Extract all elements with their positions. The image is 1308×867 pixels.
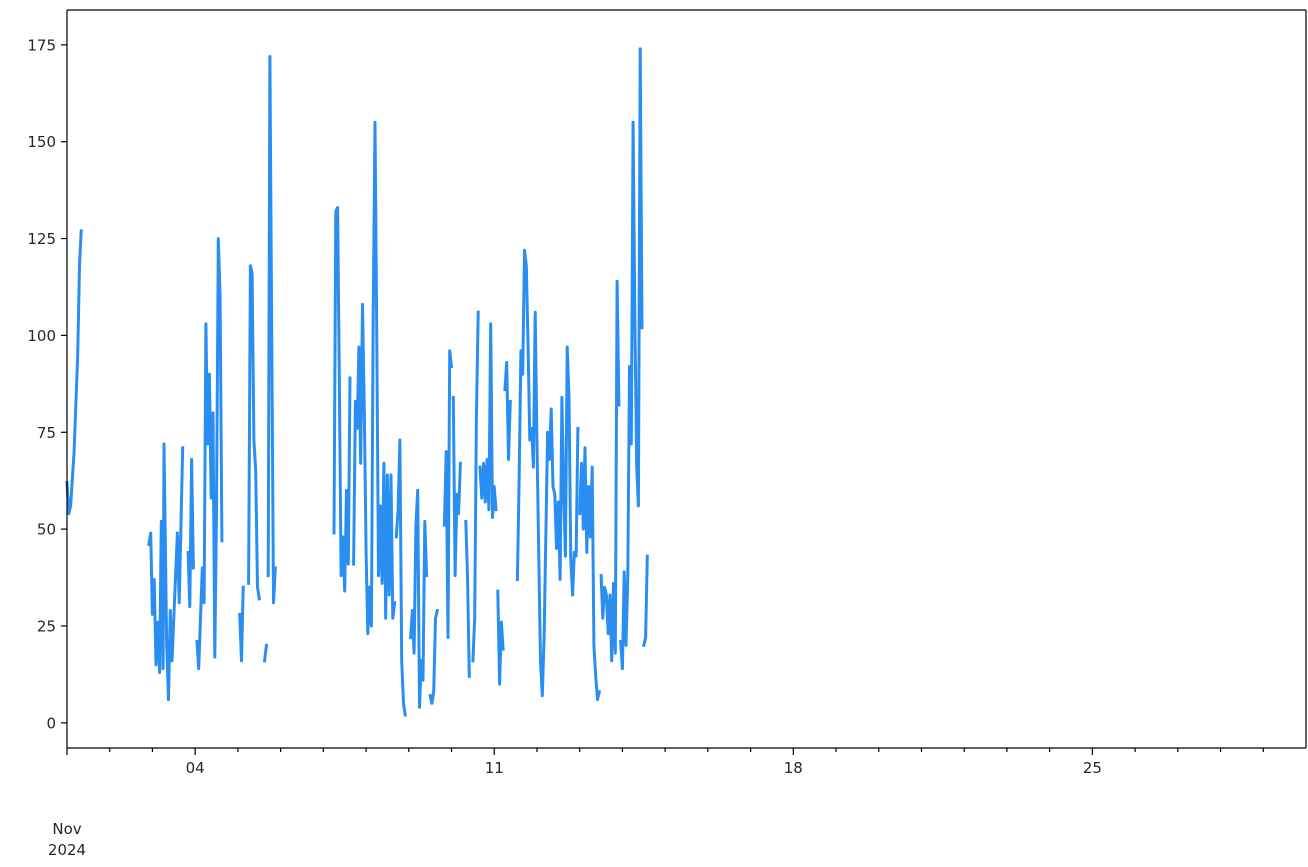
series-0-segment-12	[428, 608, 440, 705]
series-0-segment-1	[147, 442, 185, 702]
series-0-segment-7	[266, 55, 277, 605]
y-tick-label-50: 50	[37, 521, 56, 539]
x-offset-year: 2024	[48, 841, 86, 859]
series-0-segment-8	[332, 206, 352, 593]
series-0-segment-6	[262, 643, 269, 663]
y-tick-label-100: 100	[27, 327, 56, 345]
series-0-segment-2	[186, 457, 195, 609]
y-tick-label-25: 25	[37, 617, 56, 635]
x-axis-offset-label: Nov 2024	[48, 820, 86, 859]
axes	[66, 9, 1307, 749]
series-0-segment-11	[409, 488, 429, 709]
y-tick-label-75: 75	[37, 424, 56, 442]
series-0-segment-0	[65, 229, 83, 516]
series-0-segment-16	[471, 310, 480, 663]
series-0-segment-4	[238, 585, 245, 663]
x-tick-label-04: 04	[186, 759, 205, 777]
series-0-segment-14	[451, 395, 462, 578]
series-0-segment-21	[578, 446, 602, 702]
series-0-segment-10	[394, 438, 407, 717]
series-0-segment-19	[503, 361, 512, 461]
series-0-segment-18	[496, 589, 505, 686]
series-0-segment-24	[641, 554, 649, 648]
series-0-segment-23	[619, 47, 644, 671]
series-0-segment-20	[515, 248, 580, 698]
series-0-segment-9	[352, 120, 397, 636]
y-tick-label-0: 0	[46, 714, 56, 732]
series-0-segment-13	[442, 349, 454, 640]
x-tick-label-18: 18	[784, 759, 803, 777]
series-0-segment-5	[247, 264, 262, 601]
x-axis-ticks: 04 11 18 25	[66, 748, 1264, 777]
y-tick-label-125: 125	[27, 230, 56, 248]
series-0-segment-15	[464, 519, 471, 678]
y-tick-label-150: 150	[27, 133, 56, 151]
x-tick-label-25: 25	[1083, 759, 1102, 777]
y-axis-ticks: 0 25 50 75 100 125 150 175	[27, 36, 67, 732]
y-tick-label-175: 175	[27, 36, 56, 54]
series-0-segment-22	[599, 279, 621, 663]
x-tick-label-11: 11	[485, 759, 504, 777]
series-0-segment-3	[195, 237, 224, 671]
series-layer	[65, 47, 649, 717]
x-offset-month: Nov	[52, 820, 81, 838]
series-0-segment-17	[478, 322, 498, 519]
